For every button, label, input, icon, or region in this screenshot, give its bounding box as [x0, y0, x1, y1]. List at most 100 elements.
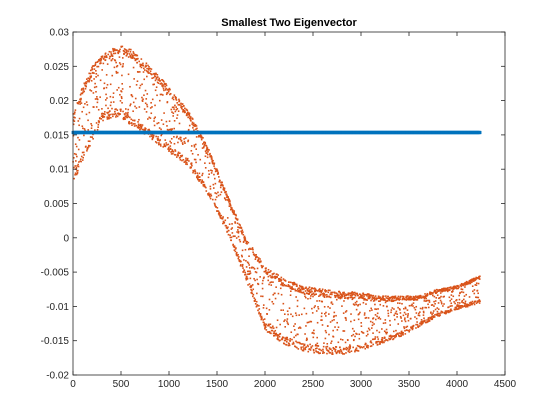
orange-point	[426, 300, 428, 302]
orange-point	[173, 128, 175, 130]
orange-point	[350, 313, 352, 315]
orange-point	[464, 295, 466, 297]
orange-point	[85, 146, 87, 148]
orange-point	[370, 308, 372, 310]
orange-point	[442, 305, 444, 307]
orange-point	[231, 207, 233, 209]
orange-point	[278, 293, 280, 295]
orange-point	[452, 295, 454, 297]
x-tick-label: 1000	[158, 379, 181, 390]
orange-point	[410, 296, 412, 298]
orange-point	[224, 188, 226, 190]
orange-point	[260, 261, 262, 263]
orange-point	[322, 349, 324, 351]
orange-point	[254, 299, 256, 301]
orange-point	[112, 58, 114, 60]
orange-point	[158, 144, 160, 146]
orange-point	[421, 297, 423, 299]
orange-point	[281, 294, 283, 296]
orange-point	[472, 285, 474, 287]
orange-point	[97, 61, 99, 63]
orange-point	[389, 324, 391, 326]
orange-point	[290, 290, 292, 292]
orange-point	[206, 190, 208, 192]
orange-point	[169, 141, 171, 143]
orange-point	[133, 78, 135, 80]
orange-point	[341, 305, 343, 307]
orange-point	[453, 301, 455, 303]
orange-point	[406, 329, 408, 331]
orange-point	[139, 71, 141, 73]
orange-point	[102, 55, 104, 57]
orange-point	[91, 125, 93, 127]
orange-point	[189, 125, 191, 127]
orange-point	[291, 339, 293, 341]
orange-point	[310, 349, 312, 351]
orange-point	[280, 288, 282, 290]
orange-point	[305, 349, 307, 351]
orange-point	[336, 322, 338, 324]
orange-point	[311, 291, 313, 293]
orange-point	[427, 294, 429, 296]
orange-point	[258, 305, 260, 307]
orange-point	[348, 294, 350, 296]
orange-point	[449, 289, 451, 291]
orange-point	[438, 302, 440, 304]
orange-point	[231, 237, 233, 239]
orange-point	[377, 313, 379, 315]
orange-point	[367, 347, 369, 349]
orange-point	[344, 295, 346, 297]
orange-point	[160, 145, 162, 147]
orange-point	[407, 315, 409, 317]
orange-point	[191, 145, 193, 147]
orange-point	[95, 70, 97, 72]
orange-point	[80, 98, 82, 100]
orange-point	[450, 302, 452, 304]
orange-point	[344, 330, 346, 332]
orange-point	[164, 139, 166, 141]
orange-point	[353, 334, 355, 336]
orange-point	[392, 298, 394, 300]
orange-point	[81, 88, 83, 90]
orange-point	[158, 82, 160, 84]
orange-point	[435, 300, 437, 302]
orange-point	[104, 114, 106, 116]
orange-point	[334, 312, 336, 314]
orange-point	[367, 334, 369, 336]
orange-point	[192, 172, 194, 174]
orange-point	[166, 144, 168, 146]
orange-point	[328, 350, 330, 352]
orange-point	[371, 342, 373, 344]
orange-point	[87, 119, 89, 121]
orange-point	[383, 342, 385, 344]
y-tick-label: 0.01	[50, 165, 70, 176]
x-tick-label: 4500	[494, 379, 517, 390]
orange-point	[404, 312, 406, 314]
orange-point	[287, 318, 289, 320]
orange-point	[326, 348, 328, 350]
orange-point	[476, 282, 478, 284]
orange-point	[355, 304, 357, 306]
orange-point	[204, 162, 206, 164]
orange-point	[119, 113, 121, 115]
orange-point	[74, 165, 76, 167]
orange-point	[202, 173, 204, 175]
orange-point	[177, 155, 179, 157]
orange-point	[129, 86, 131, 88]
orange-point	[343, 353, 345, 355]
orange-point	[331, 292, 333, 294]
orange-point	[479, 302, 481, 304]
orange-point	[244, 272, 246, 274]
orange-point	[207, 151, 209, 153]
orange-point	[104, 116, 106, 118]
orange-point	[383, 295, 385, 297]
orange-point	[350, 321, 352, 323]
orange-point	[344, 297, 346, 299]
orange-point	[305, 297, 307, 299]
orange-point	[307, 346, 309, 348]
orange-point	[327, 346, 329, 348]
orange-point	[228, 234, 230, 236]
orange-point	[136, 107, 138, 109]
orange-point	[99, 117, 101, 119]
